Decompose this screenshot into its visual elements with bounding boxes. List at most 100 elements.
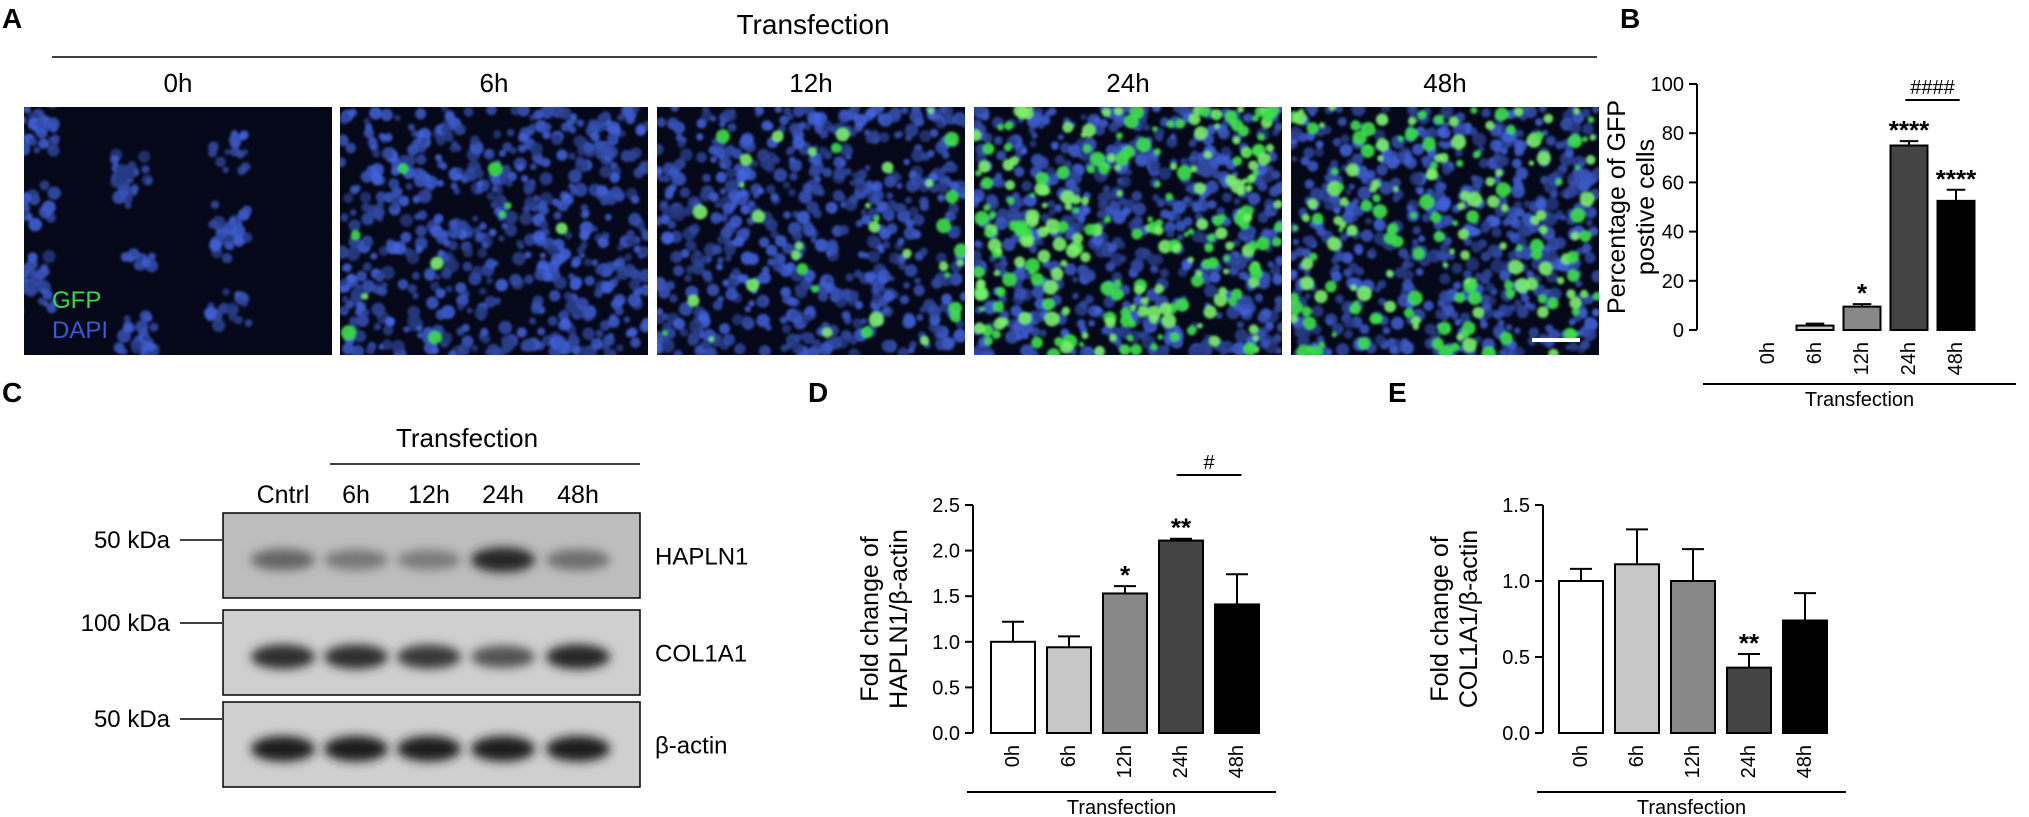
panel-letter-d: D <box>808 377 828 408</box>
bar-12h <box>1102 592 1148 734</box>
blot-band <box>546 549 610 571</box>
micrograph-48h <box>1291 107 1599 355</box>
blot-row-COL1A1: COL1A1 100 kDa <box>81 609 747 696</box>
bar-24h <box>1889 144 1929 331</box>
x-axis-label: Transfection <box>1067 797 1176 817</box>
bar-48h <box>1782 619 1828 735</box>
y-axis-label: Fold change ofHAPLN1/β-actin <box>856 529 913 709</box>
micrograph-background <box>24 107 332 355</box>
bar-48h <box>1936 199 1976 331</box>
y-tick-label: 0 <box>1673 320 1684 342</box>
protein-label-HAPLN1: HAPLN1 <box>655 544 748 571</box>
blot-band <box>546 736 610 762</box>
chart-b: 0 20 40 60 80 100 Percentage of GFPpostive cel… <box>1603 74 2016 411</box>
y-tick-label: 0.0 <box>1502 723 1530 745</box>
comparison-label: # <box>1203 452 1215 474</box>
y-tick-label: 0.5 <box>932 677 960 699</box>
x-tick-label-0h: 0h <box>1002 745 1024 767</box>
blot-group-label: Transfection <box>396 423 538 453</box>
blot-row-HAPLN1: HAPLN1 50 kDa <box>94 512 748 599</box>
lane-label-6h: 6h <box>342 481 370 509</box>
marker-label: 50 kDa <box>94 527 171 554</box>
x-tick-label-48h: 48h <box>1226 745 1248 778</box>
blot-band <box>251 644 315 669</box>
blot-band <box>251 549 315 571</box>
panel-a-title: Transfection <box>736 9 889 40</box>
y-tick-label: 1.0 <box>932 632 960 654</box>
marker-label: 50 kDa <box>94 706 171 733</box>
y-tick-label: 40 <box>1662 222 1684 244</box>
lane-label-24h: 24h <box>482 481 524 509</box>
blot-band <box>471 547 535 573</box>
timepoint-label-24h: 24h <box>1106 68 1149 98</box>
bar-12h <box>1670 580 1716 734</box>
bar-6h <box>1614 563 1660 735</box>
lane-label-48h: 48h <box>557 481 599 509</box>
blot-band <box>546 644 610 670</box>
significance-48h: **** <box>1936 164 1977 194</box>
micrograph-0h <box>24 107 332 355</box>
x-tick-label-48h: 48h <box>1794 745 1816 778</box>
y-axis-label: Percentage of GFPpostive cells <box>1603 100 1660 314</box>
bar-12h <box>1842 305 1882 332</box>
significance-12h: * <box>1857 278 1868 308</box>
lane-label-12h: 12h <box>408 481 450 509</box>
bar-0h <box>1558 580 1604 734</box>
x-tick-label-12h: 12h <box>1682 745 1704 778</box>
protein-label-COL1A1: COL1A1 <box>655 641 747 668</box>
micrograph-6h <box>340 107 648 355</box>
protein-label-β-actin: β-actin <box>655 733 728 760</box>
bar-24h <box>1158 539 1204 734</box>
legend-dapi: DAPI <box>52 317 108 344</box>
y-tick-label: 80 <box>1662 123 1684 145</box>
y-tick-label: 2.0 <box>932 541 960 563</box>
panel-letter-b: B <box>1620 3 1640 34</box>
panel-a-micrographs: 0h 6h 12h 24h 48h GFP DAPI <box>24 68 1599 355</box>
chart-d: 0.0 0.5 1.0 1.5 2.0 2.5 Fold change ofHAPLN1/β… <box>856 452 1276 817</box>
significance-24h: ** <box>1171 513 1192 543</box>
x-tick-label-24h: 24h <box>1170 745 1192 778</box>
legend-gfp: GFP <box>52 287 101 314</box>
y-tick-label: 1.5 <box>932 586 960 608</box>
blot-band <box>397 549 461 570</box>
x-tick-label-0h: 0h <box>1757 342 1779 364</box>
bar-24h <box>1726 666 1772 735</box>
timepoint-label-0h: 0h <box>164 68 193 98</box>
significance-12h: * <box>1120 560 1131 590</box>
x-tick-label-48h: 48h <box>1945 342 1967 375</box>
timepoint-label-6h: 6h <box>480 68 509 98</box>
y-tick-label: 1.5 <box>1502 495 1530 517</box>
x-tick-label-12h: 12h <box>1114 745 1136 778</box>
y-tick-label: 0.0 <box>932 723 960 745</box>
x-tick-label-0h: 0h <box>1570 745 1592 767</box>
panel-letter-e: E <box>1388 377 1407 408</box>
blot-band <box>397 736 461 762</box>
x-axis-label: Transfection <box>1805 389 1914 411</box>
significance-24h: ** <box>1739 628 1760 658</box>
x-tick-label-6h: 6h <box>1626 745 1648 767</box>
x-tick-label-24h: 24h <box>1738 745 1760 778</box>
micrograph-24h <box>974 107 1282 355</box>
y-tick-label: 20 <box>1662 271 1684 293</box>
x-axis-label: Transfection <box>1637 797 1746 817</box>
blot-band <box>471 736 535 762</box>
significance-24h: **** <box>1889 115 1930 145</box>
y-axis-label: Fold change ofCOL1A1/β-actin <box>1426 530 1483 708</box>
chart-e: 0.0 0.5 1.0 1.5 Fold change ofCOL1A1/β-actin… <box>1426 495 1846 817</box>
bar-6h <box>1795 324 1835 331</box>
panel-letter-a: A <box>2 3 22 34</box>
y-tick-label: 2.5 <box>932 495 960 517</box>
y-tick-label: 1.0 <box>1502 571 1530 593</box>
blot-band <box>324 736 388 762</box>
y-tick-label: 60 <box>1662 172 1684 194</box>
blot-band <box>471 645 535 668</box>
blot-band <box>251 736 315 762</box>
marker-label: 100 kDa <box>81 610 171 637</box>
bar-48h <box>1214 603 1260 735</box>
comparison-label: #### <box>1910 77 1955 99</box>
lane-label-Cntrl: Cntrl <box>257 481 310 509</box>
y-tick-label: 0.5 <box>1502 647 1530 669</box>
blot-band <box>324 549 388 570</box>
blot-row-β-actin: β-actin 50 kDa <box>94 701 728 788</box>
